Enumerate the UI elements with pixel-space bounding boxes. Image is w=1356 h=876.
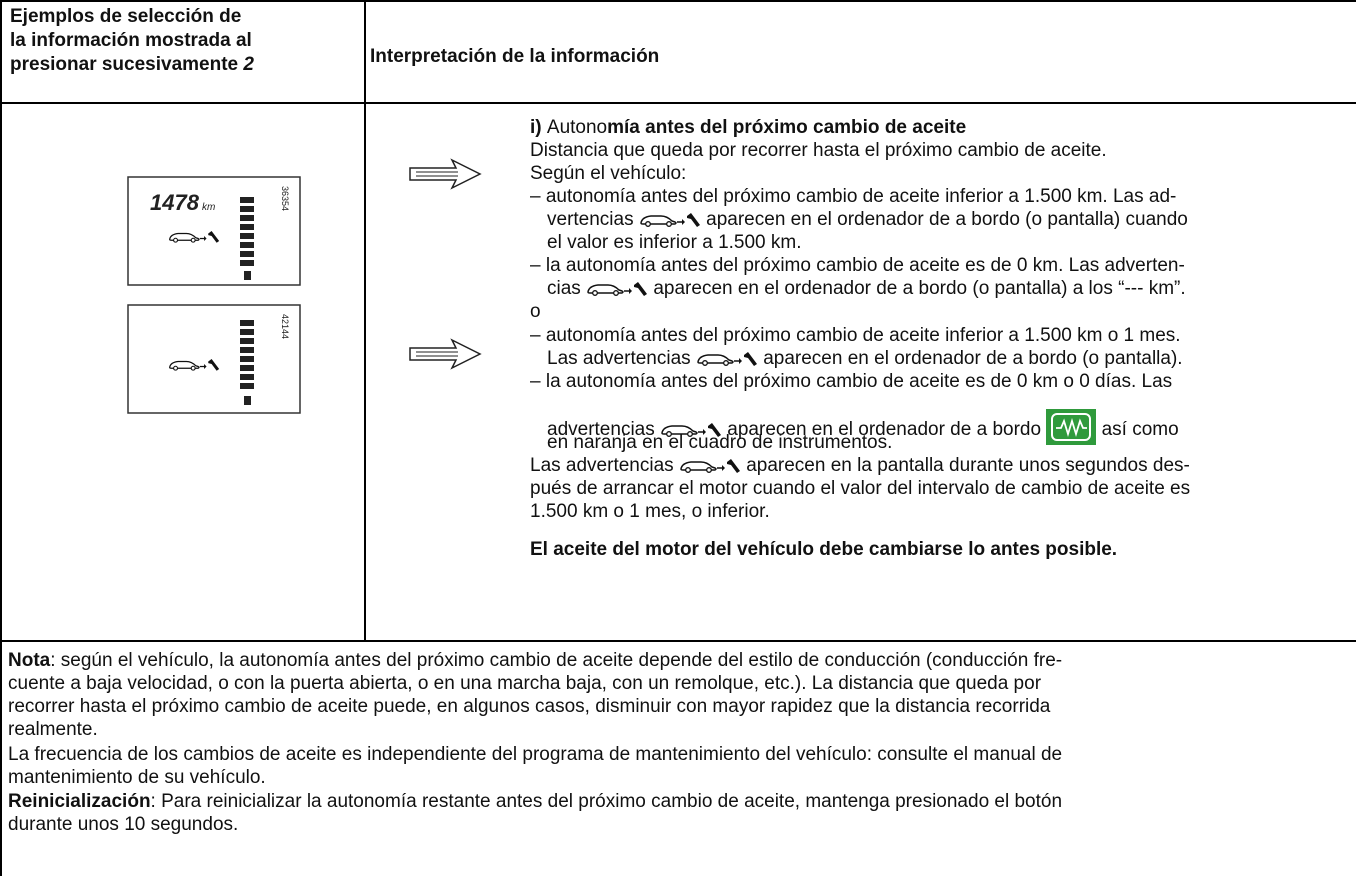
text: aparecen en el ordenador de a bordo (o p… xyxy=(648,278,1186,299)
warning-icon xyxy=(586,279,648,297)
note-line: cuente a baja velocidad, o con la puerta… xyxy=(8,673,1042,694)
info-line: – la autonomía antes del próximo cambio … xyxy=(530,371,1173,392)
text: vertencias xyxy=(547,209,639,230)
text: advertencias xyxy=(547,419,661,440)
header-text: Interpretación de la información xyxy=(370,46,660,67)
displays: 1478 km 36354 42144 xyxy=(127,176,301,414)
info-line: cias aparecen en el ordenador de a bordo… xyxy=(547,278,1186,300)
warning-icon xyxy=(696,349,758,367)
note-line: Nota: según el vehículo, la autonomía an… xyxy=(8,650,1062,672)
info-line: pués de arrancar el motor cuando el valo… xyxy=(530,478,1191,499)
info-line: Según el vehículo: xyxy=(530,163,687,184)
service-icon xyxy=(1046,409,1097,445)
border xyxy=(0,102,1356,104)
code: 36354 xyxy=(280,186,290,211)
info-line: en naranja en el cuadro de instrumentos. xyxy=(547,432,893,453)
warning-icon xyxy=(639,210,701,228)
text: Nota xyxy=(8,650,51,671)
text: así como xyxy=(1096,419,1179,440)
display-2: 42144 xyxy=(127,304,301,414)
info-line: Las advertencias aparecen en la pantalla… xyxy=(530,455,1190,477)
info-line: o xyxy=(530,301,541,322)
border xyxy=(364,0,366,641)
note-line: mantenimiento de su vehículo. xyxy=(8,767,266,788)
display-1: 1478 km 36354 xyxy=(127,176,301,286)
text: i) xyxy=(530,117,547,138)
arrows xyxy=(409,158,482,370)
info-line: El aceite del motor del vehículo debe ca… xyxy=(530,539,1118,560)
text: mía antes del próximo cambio de aceite xyxy=(607,117,967,138)
info-line: – autonomía antes del próximo cambio de … xyxy=(530,186,1177,207)
info-line: Distancia que queda por recorrer hasta e… xyxy=(530,140,1107,161)
button-ref: 2 xyxy=(243,54,254,75)
header-text: presionar sucesivamente xyxy=(10,54,244,75)
reading: 1478 xyxy=(150,190,200,215)
border xyxy=(0,640,1356,642)
info-line: 1.500 km o 1 mes, o inferior. xyxy=(530,501,770,522)
info-line: Las advertencias aparecen en el ordenado… xyxy=(547,348,1183,370)
info-line: advertencias aparecen en el ordenador de… xyxy=(547,409,1179,445)
text: aparecen en el ordenador de a bordo (o p… xyxy=(757,348,1183,369)
warning-icon xyxy=(679,456,741,474)
text: Las advertencias xyxy=(547,348,696,369)
note-line: La frecuencia de los cambios de aceite e… xyxy=(8,744,1063,765)
info-line: – autonomía antes del próximo cambio de … xyxy=(530,325,1181,346)
text: Reinicialización xyxy=(8,791,151,812)
info-line: – la autonomía antes del próximo cambio … xyxy=(530,255,1185,276)
text: cias xyxy=(547,278,587,299)
header-text: la información mostrada al xyxy=(10,30,252,51)
text: Autono xyxy=(546,117,608,138)
info-line: i) Autonomía antes del próximo cambio de… xyxy=(530,117,966,139)
header-text: presionar sucesivamente 2 xyxy=(10,54,254,76)
text: aparecen en el ordenador de a bordo xyxy=(722,419,1047,440)
info-line: el valor es inferior a 1.500 km. xyxy=(547,232,802,253)
unit: km xyxy=(202,202,215,213)
text: aparecen en la pantalla durante unos seg… xyxy=(740,455,1190,476)
text: aparecen en el ordenador de a bordo (o p… xyxy=(700,209,1188,230)
info-line: vertencias aparecen en el ordenador de a… xyxy=(547,209,1188,231)
text: Las advertencias xyxy=(530,455,679,476)
border xyxy=(0,0,1356,2)
note-line: realmente. xyxy=(8,719,98,740)
text: : según el vehículo, la autonomía antes … xyxy=(50,650,1063,671)
border xyxy=(0,0,2,876)
note-line: Reinicialización: Para reinicializar la … xyxy=(8,791,1062,813)
code: 42144 xyxy=(280,314,290,339)
note-line: recorrer hasta el próximo cambio de acei… xyxy=(8,696,1051,717)
note-line: durante unos 10 segundos. xyxy=(8,814,239,835)
text: : Para reinicializar la autonomía restan… xyxy=(150,791,1063,812)
header-text: Ejemplos de selección de xyxy=(10,6,242,27)
